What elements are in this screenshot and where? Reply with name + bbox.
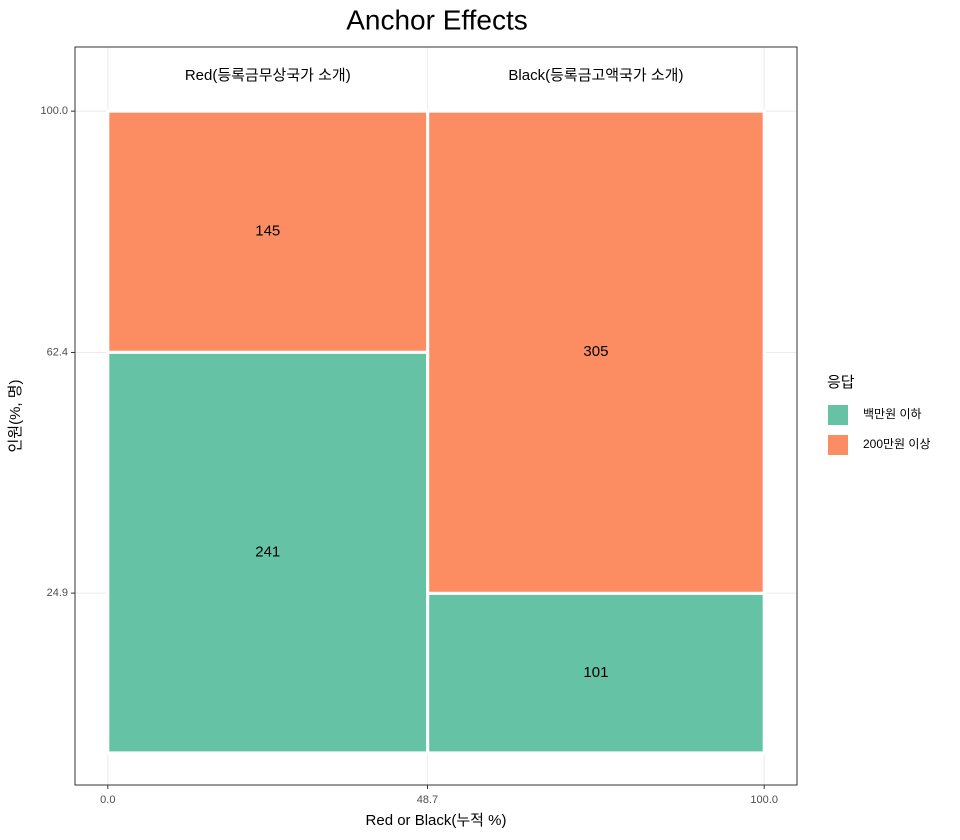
legend-key	[828, 405, 848, 425]
mosaic-cell	[106, 350, 430, 755]
legend-label: 백만원 이하	[863, 407, 922, 421]
x-axis-label: Red or Black(누적 %)	[366, 812, 507, 829]
facet-label: Red(등록금무상국가 소개)	[185, 67, 351, 84]
mosaic-cell	[426, 591, 766, 755]
facet-label: Black(등록금고액국가 소개)	[508, 67, 683, 84]
chart-title: Anchor Effects	[346, 4, 528, 35]
legend-label: 200만원 이상	[863, 437, 931, 451]
legend-key	[828, 435, 848, 455]
x-tick-label: 48.7	[417, 794, 438, 806]
data-label: 305	[583, 343, 608, 360]
y-tick-label: 24.9	[47, 587, 68, 599]
data-label: 145	[255, 223, 280, 240]
x-tick-label: 100.0	[750, 794, 778, 806]
y-tick-label: 100.0	[40, 105, 68, 117]
y-axis-label: 인원(%, 명)	[7, 379, 24, 452]
data-label: 101	[583, 664, 608, 681]
panel-border	[74, 46, 798, 786]
legend-title: 응답	[827, 374, 855, 391]
mosaic-cell	[426, 109, 766, 595]
data-label: 241	[255, 544, 280, 561]
x-tick-label: 0.0	[100, 794, 115, 806]
y-tick-label: 62.4	[47, 346, 68, 358]
